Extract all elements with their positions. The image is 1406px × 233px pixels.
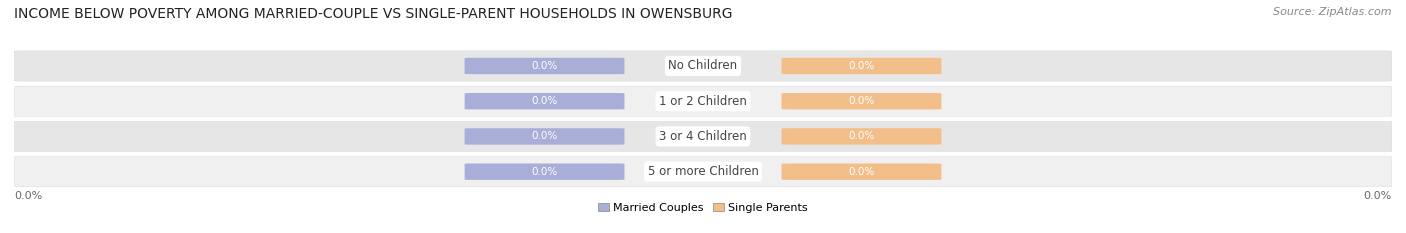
FancyBboxPatch shape (464, 164, 624, 180)
Text: 0.0%: 0.0% (531, 131, 558, 141)
FancyBboxPatch shape (14, 157, 1392, 187)
Text: 1 or 2 Children: 1 or 2 Children (659, 95, 747, 108)
Text: Source: ZipAtlas.com: Source: ZipAtlas.com (1274, 7, 1392, 17)
FancyBboxPatch shape (14, 86, 1392, 116)
Text: 0.0%: 0.0% (531, 61, 558, 71)
Text: 3 or 4 Children: 3 or 4 Children (659, 130, 747, 143)
Text: 0.0%: 0.0% (848, 61, 875, 71)
FancyBboxPatch shape (782, 164, 942, 180)
FancyBboxPatch shape (782, 93, 942, 110)
FancyBboxPatch shape (782, 58, 942, 74)
FancyBboxPatch shape (14, 51, 1392, 81)
Text: 0.0%: 0.0% (848, 96, 875, 106)
Text: No Children: No Children (668, 59, 738, 72)
Text: 0.0%: 0.0% (531, 96, 558, 106)
Text: 0.0%: 0.0% (1364, 191, 1392, 201)
Text: 0.0%: 0.0% (848, 167, 875, 177)
FancyBboxPatch shape (14, 121, 1392, 152)
FancyBboxPatch shape (464, 58, 624, 74)
Text: INCOME BELOW POVERTY AMONG MARRIED-COUPLE VS SINGLE-PARENT HOUSEHOLDS IN OWENSBU: INCOME BELOW POVERTY AMONG MARRIED-COUPL… (14, 7, 733, 21)
Text: 0.0%: 0.0% (848, 131, 875, 141)
FancyBboxPatch shape (782, 128, 942, 145)
Text: 5 or more Children: 5 or more Children (648, 165, 758, 178)
Text: 0.0%: 0.0% (14, 191, 42, 201)
Legend: Married Couples, Single Parents: Married Couples, Single Parents (593, 198, 813, 217)
FancyBboxPatch shape (464, 128, 624, 145)
Text: 0.0%: 0.0% (531, 167, 558, 177)
FancyBboxPatch shape (464, 93, 624, 110)
